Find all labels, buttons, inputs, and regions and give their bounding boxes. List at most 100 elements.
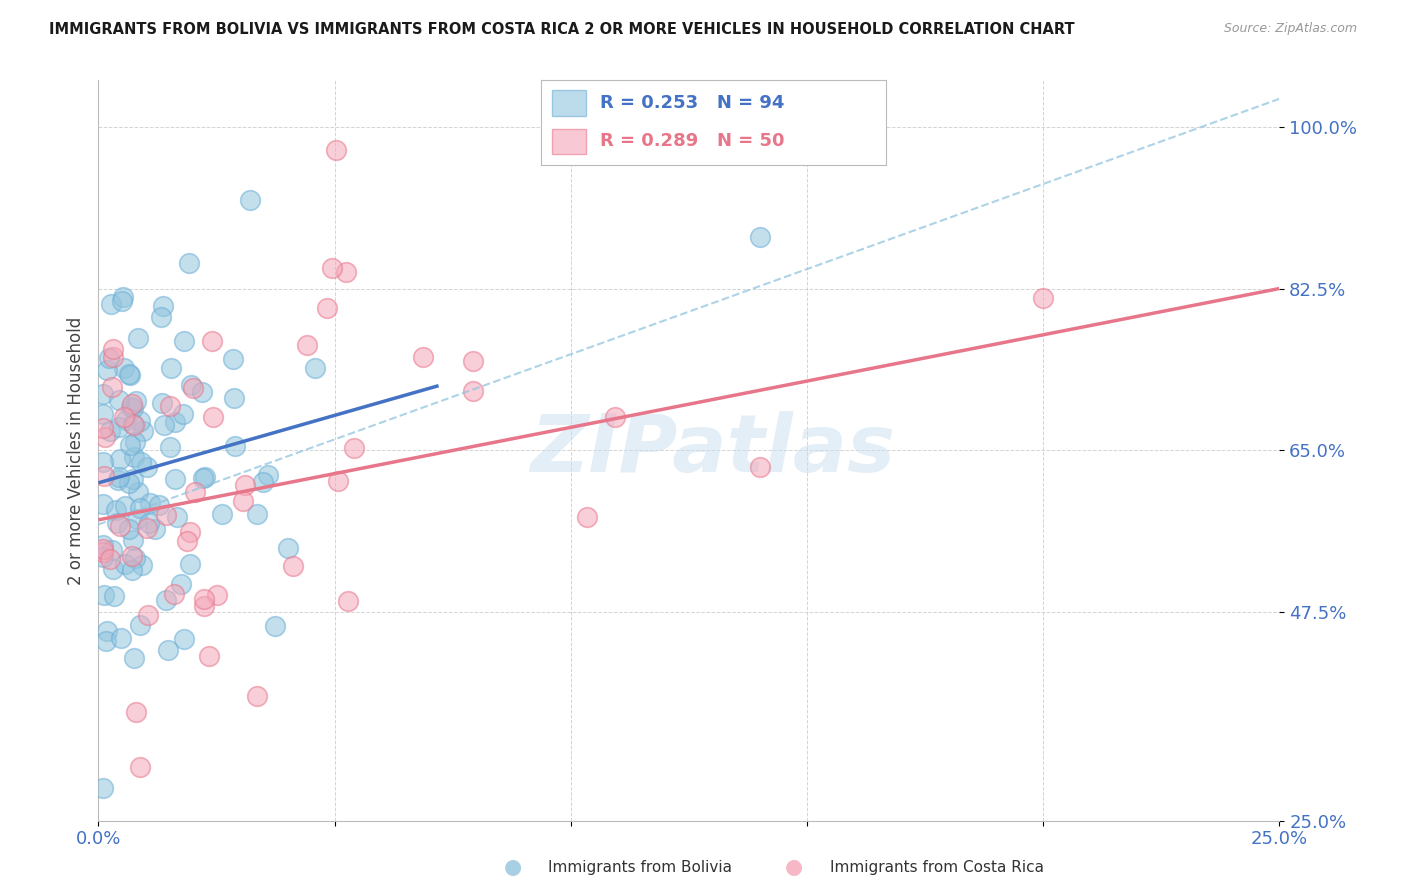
Point — [105, 516, 128, 531]
Point — [127, 485, 149, 500]
Point — [461, 354, 484, 368]
Point — [101, 543, 124, 558]
Point — [321, 261, 343, 276]
Point — [257, 468, 280, 483]
Text: ●: ● — [505, 857, 522, 877]
Point — [138, 607, 160, 622]
Point — [110, 518, 132, 533]
Point — [152, 417, 174, 432]
Point — [179, 524, 201, 539]
Text: ZIPatlas: ZIPatlas — [530, 411, 896, 490]
Point — [100, 297, 122, 311]
Point — [245, 690, 267, 704]
Point — [748, 230, 770, 244]
Point — [114, 412, 136, 426]
Point — [412, 351, 434, 365]
Point — [112, 290, 135, 304]
Point — [125, 705, 148, 719]
Point — [112, 360, 135, 375]
Point — [263, 618, 285, 632]
Point — [105, 503, 128, 517]
Point — [122, 401, 145, 415]
Point — [160, 361, 183, 376]
Point — [201, 334, 224, 348]
Point — [605, 409, 627, 424]
Point — [121, 396, 143, 410]
Point — [128, 760, 150, 774]
Point — [94, 430, 117, 444]
Point — [97, 351, 120, 365]
Point — [152, 299, 174, 313]
Point — [121, 473, 143, 487]
Point — [132, 425, 155, 439]
Point — [122, 450, 145, 464]
Point — [232, 494, 254, 508]
Point — [224, 391, 246, 405]
Point — [96, 624, 118, 639]
Point — [252, 475, 274, 489]
Point — [118, 368, 141, 383]
Point — [1032, 291, 1054, 305]
Point — [129, 455, 152, 469]
Point — [463, 384, 485, 398]
Point — [129, 501, 152, 516]
Text: Immigrants from Costa Rica: Immigrants from Costa Rica — [830, 860, 1043, 874]
Point — [122, 417, 145, 432]
Point — [118, 522, 141, 536]
Point — [336, 593, 359, 607]
Point — [108, 469, 131, 483]
Point — [222, 351, 245, 366]
Point — [145, 522, 167, 536]
Point — [157, 643, 180, 657]
Point — [107, 393, 129, 408]
Point — [136, 521, 159, 535]
Point — [173, 632, 195, 646]
Point — [325, 143, 347, 157]
Point — [159, 440, 181, 454]
Point — [224, 439, 246, 453]
Point — [96, 363, 118, 377]
Point — [124, 550, 146, 565]
Point — [184, 485, 207, 500]
Point — [190, 384, 212, 399]
Point — [122, 651, 145, 665]
Point — [155, 592, 177, 607]
Text: ●: ● — [786, 857, 803, 877]
Point — [576, 510, 599, 524]
Point — [120, 400, 142, 414]
Point — [121, 533, 143, 548]
Point — [91, 497, 114, 511]
Point — [239, 194, 262, 208]
Point — [139, 496, 162, 510]
Point — [114, 557, 136, 571]
Point — [121, 562, 143, 576]
Point — [117, 475, 139, 490]
Point — [91, 545, 114, 559]
Point — [129, 618, 152, 632]
Point — [125, 512, 148, 526]
Point — [295, 337, 318, 351]
Point — [118, 367, 141, 381]
Text: Immigrants from Bolivia: Immigrants from Bolivia — [548, 860, 733, 874]
Point — [155, 508, 177, 522]
Point — [114, 499, 136, 513]
Point — [91, 541, 114, 556]
Point — [180, 377, 202, 392]
Point — [91, 455, 114, 469]
Point — [150, 396, 173, 410]
Point — [172, 407, 194, 421]
Point — [176, 534, 198, 549]
Text: Source: ZipAtlas.com: Source: ZipAtlas.com — [1223, 22, 1357, 36]
Point — [163, 415, 186, 429]
Point — [246, 508, 269, 522]
Point — [108, 420, 131, 434]
Point — [198, 648, 221, 663]
Point — [148, 498, 170, 512]
Point — [91, 550, 114, 565]
Text: R = 0.289   N = 50: R = 0.289 N = 50 — [600, 132, 785, 150]
Point — [173, 334, 195, 349]
Point — [277, 541, 299, 555]
Point — [112, 410, 135, 425]
Point — [110, 631, 132, 645]
Point — [166, 510, 188, 524]
